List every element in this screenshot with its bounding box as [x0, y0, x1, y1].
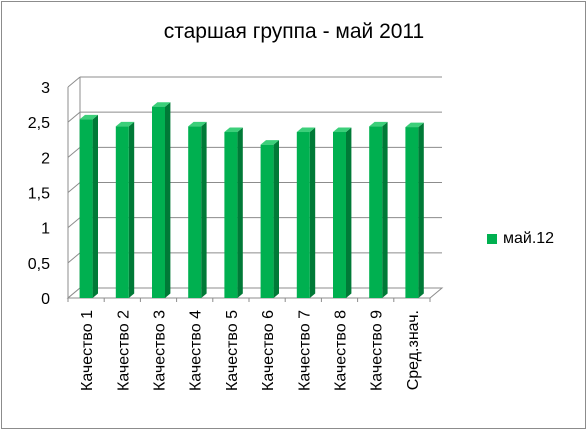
gridline-depth: [67, 217, 81, 229]
bar-side: [382, 121, 388, 299]
bar-top: [369, 121, 388, 127]
bar: [369, 126, 383, 299]
bar: [152, 106, 165, 299]
bar-top: [224, 127, 243, 133]
bar: [333, 132, 346, 298]
y-tick-label: 2: [41, 150, 50, 167]
y-tick-label: 0,5: [28, 256, 50, 273]
bar: [79, 119, 93, 298]
bar: [188, 126, 202, 299]
bar-side: [346, 127, 352, 298]
gridline-depth: [67, 146, 81, 158]
bar-side: [273, 140, 279, 298]
bar-top: [115, 121, 135, 127]
x-tick-label: Качество 1: [79, 310, 96, 391]
bar-side: [309, 127, 316, 298]
bar-top: [333, 127, 352, 133]
x-tick-label: Качество 7: [296, 310, 313, 391]
legend-label: май.12: [503, 230, 555, 247]
bar-side: [201, 121, 207, 299]
x-tick-label: Качество 3: [152, 310, 169, 391]
bar-top: [405, 122, 424, 128]
bar: [260, 144, 274, 298]
y-tick-label: 3: [41, 80, 50, 97]
bar-top: [152, 102, 171, 107]
x-tick-label: Качество 6: [260, 310, 277, 391]
gridline-depth: [67, 182, 81, 193]
y-tick-label: 0: [41, 291, 50, 308]
gridline-depth: [67, 252, 81, 264]
bar-side: [128, 121, 135, 299]
bar: [296, 132, 310, 298]
x-tick-label: Качество 2: [115, 310, 132, 391]
bar: [405, 127, 419, 298]
gridline-depth: [67, 111, 81, 123]
bar-top: [296, 127, 316, 133]
bar-side: [92, 114, 98, 298]
bar-side: [165, 102, 171, 299]
x-tick-label: Качество 8: [333, 310, 350, 391]
x-tick-label: Качество 5: [224, 310, 241, 391]
bar-side: [237, 127, 243, 298]
legend-swatch: [487, 234, 497, 244]
x-tick-label: Сред.знач.: [405, 310, 422, 390]
bar-top: [79, 114, 98, 120]
x-tick-label: Качество 4: [188, 310, 205, 391]
y-tick-label: 1: [41, 221, 50, 238]
bar: [115, 126, 129, 299]
bar: [224, 132, 238, 298]
legend: май.12: [487, 230, 554, 248]
gridline-depth: [67, 76, 81, 88]
x-tick-label: Качество 9: [369, 310, 386, 391]
bar-top: [260, 140, 279, 145]
y-tick-label: 2,5: [28, 115, 50, 132]
chart-title: старшая группа - май 2011: [163, 20, 425, 43]
y-tick-label: 1,5: [28, 186, 50, 203]
bar-top: [188, 121, 207, 127]
bar-side: [418, 122, 424, 298]
